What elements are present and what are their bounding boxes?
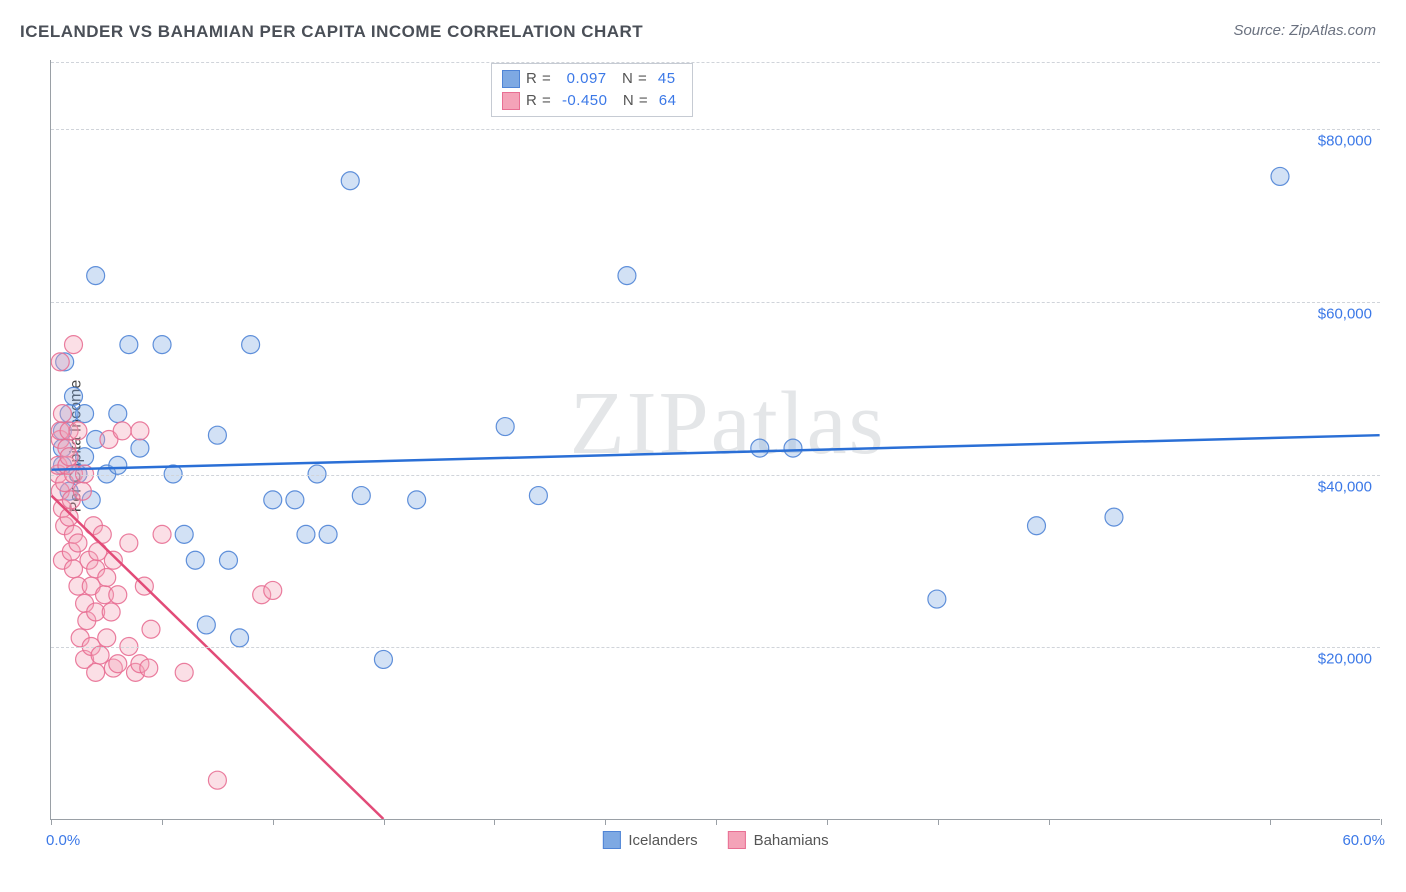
legend-stats: R = 0.097 N = 45 (526, 68, 682, 90)
data-point (352, 487, 370, 505)
data-point (264, 491, 282, 509)
legend-row: R = -0.450 N = 64 (502, 90, 682, 112)
data-point (53, 405, 71, 423)
data-point (131, 439, 149, 457)
x-tick (827, 819, 828, 825)
data-point (208, 426, 226, 444)
data-point (408, 491, 426, 509)
data-point (65, 387, 83, 405)
chart-title: ICELANDER VS BAHAMIAN PER CAPITA INCOME … (20, 22, 643, 41)
data-point (186, 551, 204, 569)
data-point (87, 663, 105, 681)
gridline (51, 475, 1380, 476)
data-point (113, 422, 131, 440)
data-point (197, 616, 215, 634)
x-tick (384, 819, 385, 825)
source-attribution: Source: ZipAtlas.com (1233, 22, 1376, 39)
data-point (87, 267, 105, 285)
data-point (98, 629, 116, 647)
data-point (51, 353, 69, 371)
data-point (374, 650, 392, 668)
data-point (102, 603, 120, 621)
x-tick (51, 819, 52, 825)
data-point (264, 581, 282, 599)
y-tick-label: $60,000 (1318, 305, 1372, 322)
data-point (529, 487, 547, 505)
data-point (242, 336, 260, 354)
x-axis-label: 60.0% (1342, 832, 1385, 849)
data-point (65, 336, 83, 354)
y-tick-label: $40,000 (1318, 478, 1372, 495)
x-tick (1049, 819, 1050, 825)
data-point (496, 418, 514, 436)
x-tick (1381, 819, 1382, 825)
data-point (91, 646, 109, 664)
legend-swatch (602, 831, 620, 849)
data-point (109, 456, 127, 474)
y-tick-label: $20,000 (1318, 651, 1372, 668)
legend-stats: R = -0.450 N = 64 (526, 90, 682, 112)
legend-item: Bahamians (728, 831, 829, 849)
legend-swatch (502, 70, 520, 88)
data-point (73, 482, 91, 500)
data-point (104, 551, 122, 569)
gridline (51, 62, 1380, 63)
data-point (319, 525, 337, 543)
data-point (120, 534, 138, 552)
x-tick (273, 819, 274, 825)
data-point (142, 620, 160, 638)
x-tick (938, 819, 939, 825)
series-legend: Icelanders Bahamians (602, 831, 828, 849)
data-point (341, 172, 359, 190)
x-tick (1270, 819, 1271, 825)
data-point (784, 439, 802, 457)
gridline (51, 302, 1380, 303)
data-point (120, 336, 138, 354)
data-point (297, 525, 315, 543)
x-tick (494, 819, 495, 825)
legend-swatch (728, 831, 746, 849)
data-point (69, 422, 87, 440)
x-tick (162, 819, 163, 825)
data-point (69, 534, 87, 552)
gridline (51, 647, 1380, 648)
correlation-legend: R = 0.097 N = 45 R = -0.450 N = 64 (491, 63, 693, 117)
data-point (109, 655, 127, 673)
data-point (131, 422, 149, 440)
trend-line (51, 435, 1379, 470)
gridline (51, 129, 1380, 130)
data-point (109, 405, 127, 423)
y-tick-label: $80,000 (1318, 133, 1372, 150)
data-point (286, 491, 304, 509)
data-point (1271, 167, 1289, 185)
data-point (231, 629, 249, 647)
scatter-svg (51, 60, 1380, 819)
x-tick (716, 819, 717, 825)
data-point (751, 439, 769, 457)
data-point (109, 586, 127, 604)
data-point (219, 551, 237, 569)
data-point (175, 525, 193, 543)
data-point (208, 771, 226, 789)
data-point (1105, 508, 1123, 526)
legend-row: R = 0.097 N = 45 (502, 68, 682, 90)
legend-item: Icelanders (602, 831, 697, 849)
data-point (76, 405, 94, 423)
x-tick (605, 819, 606, 825)
legend-swatch (502, 92, 520, 110)
data-point (153, 336, 171, 354)
data-point (60, 448, 78, 466)
scatter-plot-area: ZIPatlas $20,000$40,000$60,000$80,0000.0… (50, 60, 1380, 820)
data-point (175, 663, 193, 681)
data-point (153, 525, 171, 543)
x-axis-label: 0.0% (46, 832, 80, 849)
data-point (928, 590, 946, 608)
data-point (60, 508, 78, 526)
data-point (618, 267, 636, 285)
legend-label: Bahamians (754, 832, 829, 849)
data-point (98, 569, 116, 587)
data-point (140, 659, 158, 677)
legend-label: Icelanders (628, 832, 697, 849)
data-point (1028, 517, 1046, 535)
